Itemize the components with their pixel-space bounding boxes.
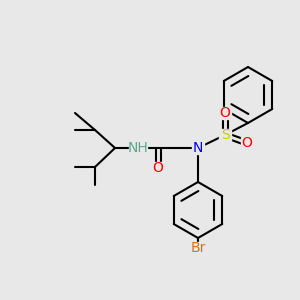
Bar (192, 142, 204, 154)
Bar (129, 142, 147, 154)
Text: O: O (153, 161, 164, 175)
Text: O: O (242, 136, 252, 150)
Bar (189, 242, 207, 254)
Bar (219, 107, 231, 119)
Bar (152, 162, 164, 174)
Bar (219, 129, 231, 141)
Text: O: O (220, 106, 230, 120)
Text: NH: NH (128, 141, 148, 155)
Text: N: N (193, 141, 203, 155)
Text: Br: Br (190, 241, 206, 255)
Text: S: S (220, 128, 230, 142)
Bar (241, 137, 253, 149)
